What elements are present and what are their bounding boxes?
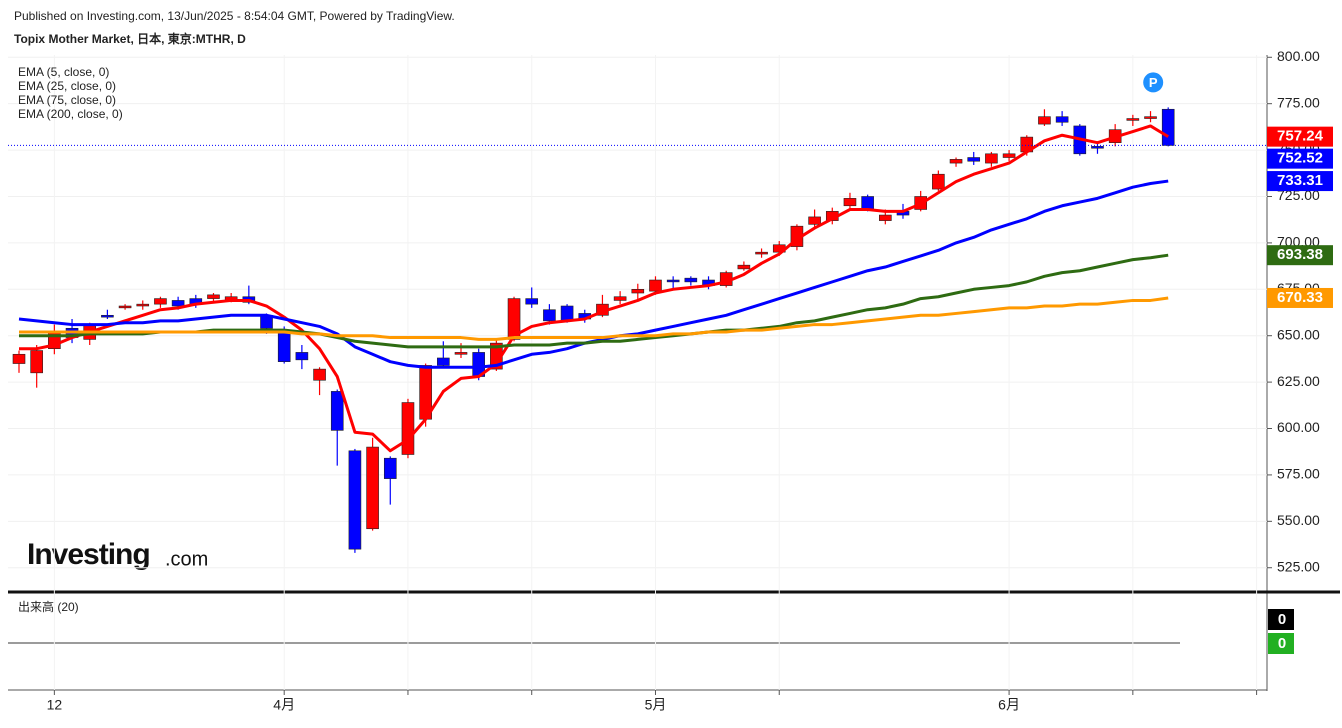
x-tick-label: 5月 — [645, 697, 667, 713]
candle-body — [932, 173, 945, 190]
candle-body — [1002, 153, 1016, 158]
volume-badge-bg — [1268, 609, 1294, 630]
volume-ma: 0 — [1278, 635, 1286, 652]
price-badge-bg — [1267, 287, 1333, 308]
candle-body — [666, 279, 680, 283]
candle-body — [560, 305, 574, 322]
candle-body — [348, 450, 362, 550]
ema-line — [19, 296, 1169, 341]
candle-body — [949, 159, 963, 164]
frame — [8, 55, 1340, 691]
candle-body — [1055, 116, 1069, 123]
y-tick-label: 575.00 — [1277, 466, 1320, 482]
candle-body — [277, 329, 291, 362]
price-badge: 757.24 — [1277, 128, 1324, 145]
candle-body — [383, 457, 397, 479]
candle-body — [154, 298, 167, 305]
annotation-marker — [1143, 72, 1164, 93]
price-badge-bg — [1267, 171, 1333, 192]
annotation-label: P — [1149, 75, 1158, 90]
y-tick-label: 600.00 — [1277, 419, 1320, 435]
candle-body — [967, 157, 981, 162]
price-badge-bg — [1267, 126, 1333, 147]
candle-body — [808, 216, 821, 225]
price-badge-bg — [1267, 148, 1333, 169]
candle-body — [861, 196, 874, 210]
candle-body — [985, 153, 998, 164]
candle-body — [525, 298, 539, 305]
price-badge: 670.33 — [1277, 289, 1323, 306]
x-tick-label: 6月 — [998, 697, 1020, 713]
ema-line — [19, 253, 1169, 349]
y-tick-label: 725.00 — [1277, 187, 1320, 203]
candle-body — [1161, 108, 1175, 146]
candle-body — [1091, 146, 1104, 149]
candle-body — [613, 296, 627, 301]
candle-body — [649, 279, 662, 292]
y-tick-label: 550.00 — [1277, 512, 1320, 528]
candle-body — [401, 402, 415, 455]
y-tick-label: 650.00 — [1277, 326, 1320, 342]
published-note: Published on Investing.com, 13/Jun/2025 … — [14, 9, 455, 23]
candle-body — [1126, 118, 1140, 121]
price-badge: 693.38 — [1277, 246, 1323, 263]
price-badge: 733.31 — [1277, 172, 1323, 189]
candle-body — [684, 277, 698, 283]
price-badge: 752.52 — [1277, 150, 1323, 167]
legend-entry: EMA (25, close, 0) — [18, 79, 116, 93]
ema-line — [19, 124, 1169, 453]
candle-body — [366, 446, 379, 530]
y-tick-label: 800.00 — [1277, 48, 1320, 64]
logo-suffix: .com — [165, 548, 208, 570]
price-badge-bg — [1267, 245, 1333, 266]
x-tick-label: 12 — [47, 697, 63, 713]
x-tick-label: 4月 — [273, 697, 295, 713]
candle-body — [313, 368, 326, 381]
y-tick-label: 625.00 — [1277, 373, 1320, 389]
candle-body — [843, 198, 857, 207]
candle-body — [631, 289, 645, 294]
candle-body — [171, 300, 185, 307]
legend-entry: EMA (75, close, 0) — [18, 93, 116, 107]
candle-body — [737, 264, 751, 270]
candle-body — [101, 314, 114, 318]
candle-body — [454, 352, 468, 355]
candle-body — [295, 352, 309, 361]
candles — [12, 107, 1175, 553]
volume-ma-badge-bg — [1268, 633, 1294, 654]
volume-title: 出来高 (20) — [18, 599, 79, 614]
candle-body — [755, 251, 768, 255]
candle-body — [207, 294, 220, 299]
candle-body — [543, 309, 556, 322]
candle-body — [1144, 116, 1157, 119]
candle-body — [507, 298, 521, 340]
legend-entry: EMA (5, close, 0) — [18, 65, 109, 79]
legend-entry: EMA (200, close, 0) — [18, 107, 123, 121]
y-tick-label: 775.00 — [1277, 94, 1320, 110]
candle-body — [12, 353, 26, 364]
candle-body — [437, 357, 450, 366]
volume-last: 0 — [1278, 611, 1286, 628]
candle-body — [30, 350, 43, 374]
candle-body — [118, 305, 132, 309]
candle-body — [1038, 116, 1051, 125]
logo: Investing — [27, 538, 150, 571]
candle-body — [879, 214, 892, 221]
candle-body — [330, 391, 344, 431]
candle-body — [136, 303, 150, 307]
symbol-title: Topix Mother Market, 日本, 東京:MTHR, D — [14, 31, 246, 46]
y-tick-label: 525.00 — [1277, 558, 1320, 574]
